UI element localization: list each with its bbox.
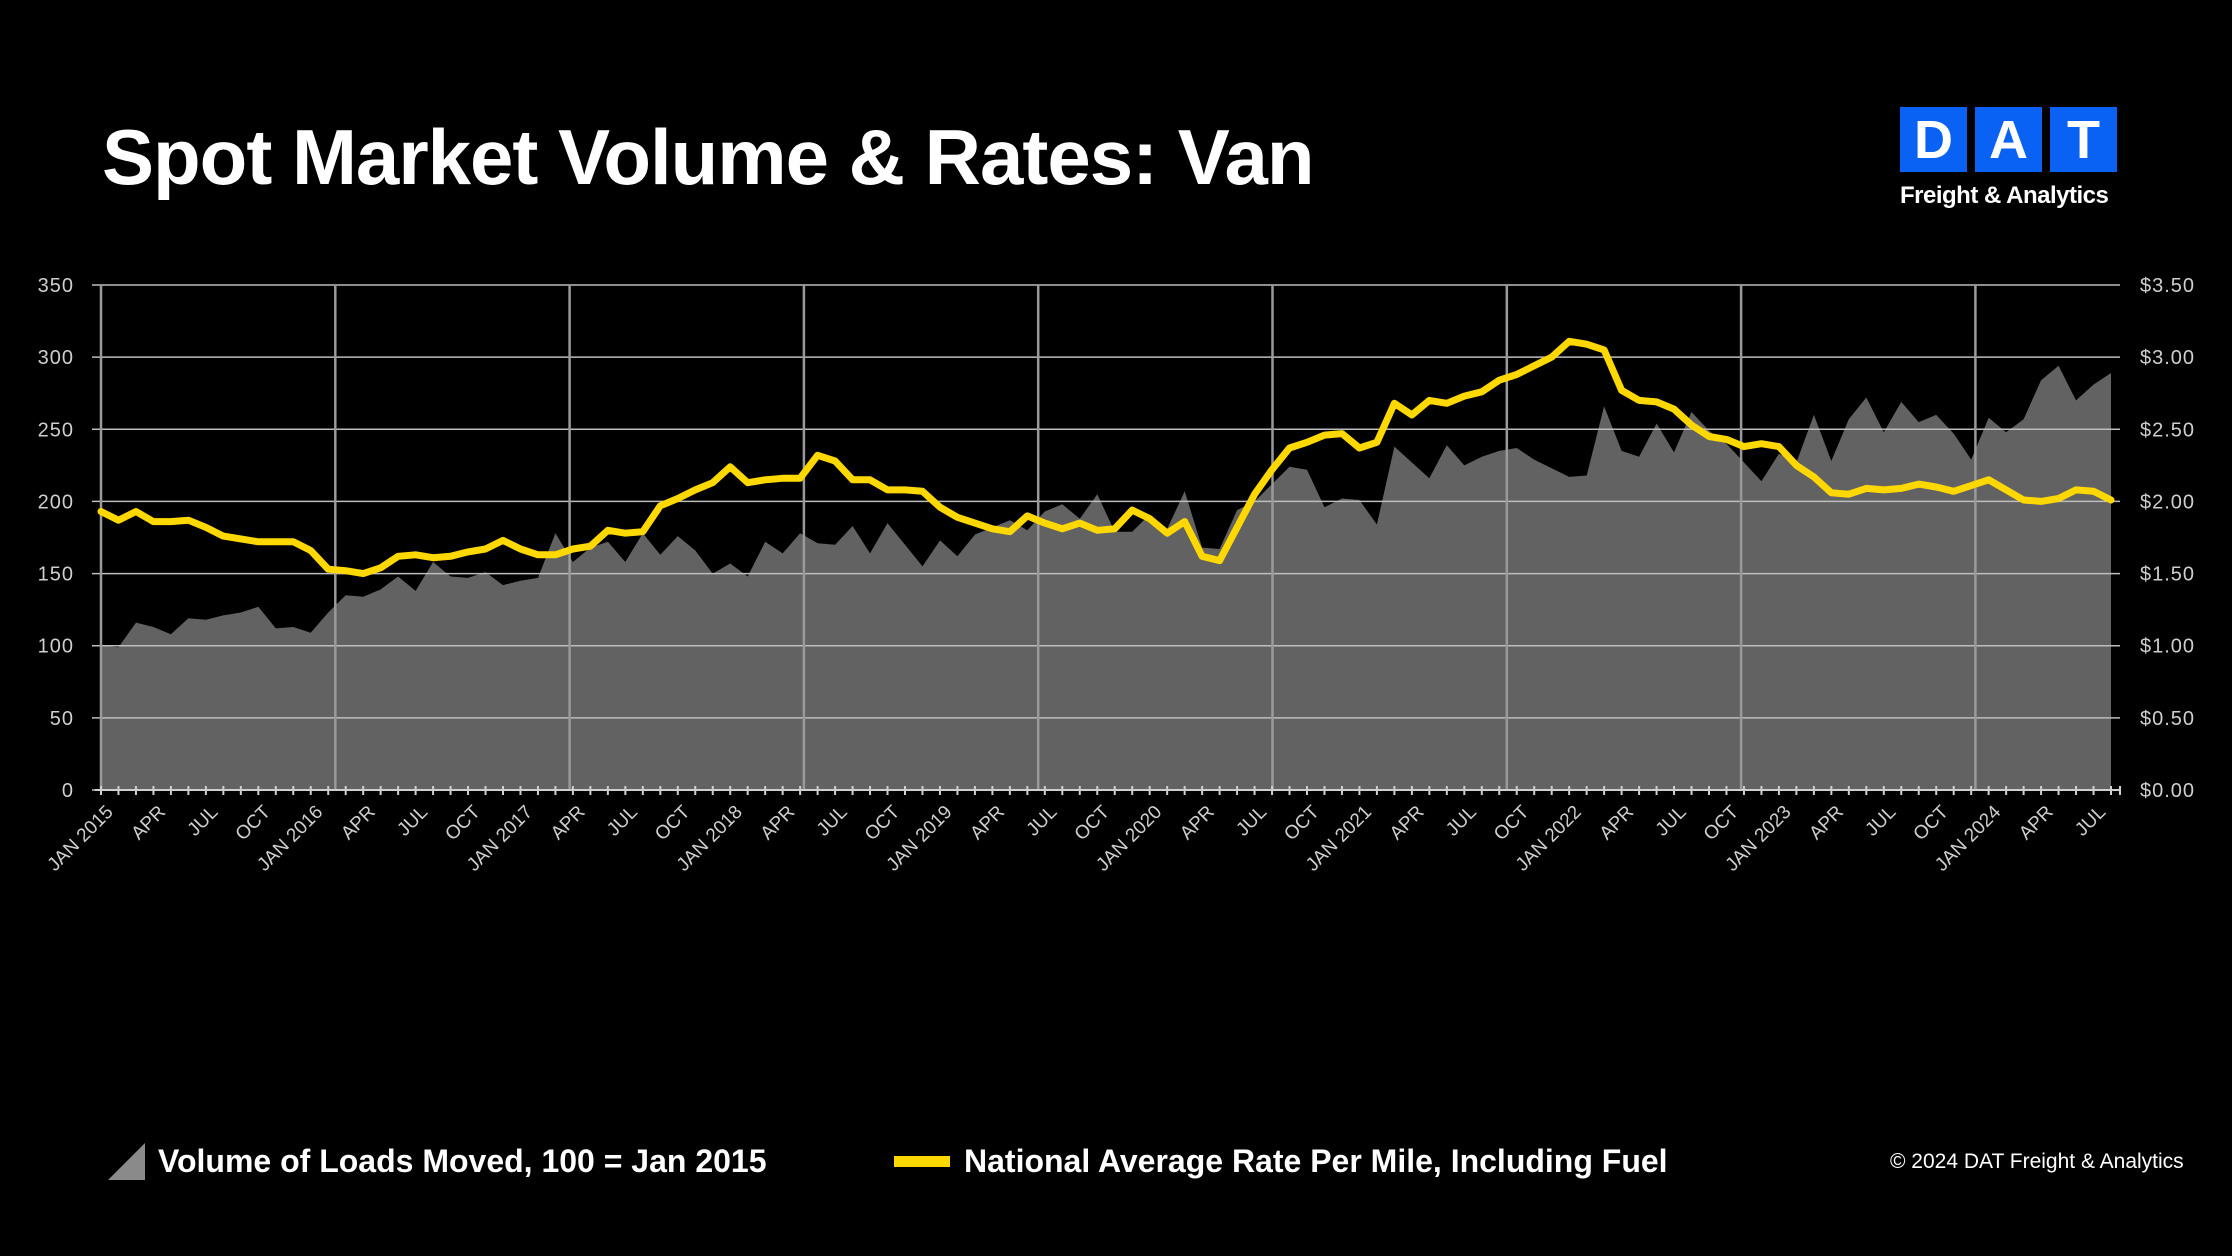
- logo-letters: D A T: [1900, 107, 2118, 172]
- legend-label-rate: National Average Rate Per Mile, Includin…: [964, 1143, 1668, 1179]
- x-tick-label: APR: [547, 802, 589, 844]
- x-tick-label: JUL: [1862, 802, 1901, 841]
- legend-label-volume: Volume of Loads Moved, 100 = Jan 2015: [158, 1143, 767, 1179]
- x-tick-label: JUL: [1652, 802, 1691, 841]
- x-tick-label: APR: [337, 802, 379, 844]
- y-left-tick-label: 50: [50, 708, 74, 730]
- x-tick-label: OCT: [1700, 801, 1743, 844]
- x-tick-label: OCT: [1280, 801, 1323, 844]
- x-tick-label: JAN 2015: [44, 802, 118, 876]
- y-right-tick-label: $1.00: [2140, 636, 2195, 658]
- y-left-tick-label: 300: [38, 347, 74, 369]
- y-right-tick-label: $2.00: [2140, 491, 2195, 513]
- y-left-tick-label: 200: [38, 491, 74, 513]
- x-tick-label: APR: [128, 802, 170, 844]
- logo-letter-d: D: [1900, 107, 1967, 172]
- y-left-tick-label: 350: [38, 275, 74, 297]
- x-tick-label: JUL: [2071, 802, 2110, 841]
- x-tick-label: APR: [1176, 802, 1218, 844]
- x-tick-label: APR: [757, 802, 799, 844]
- y-right-tick-label: $2.50: [2140, 419, 2195, 441]
- y-left-tick-label: 150: [38, 564, 74, 586]
- copyright: © 2024 DAT Freight & Analytics: [1890, 1150, 2184, 1173]
- y-left-tick-label: 0: [62, 780, 74, 802]
- logo-subtitle: Freight & Analytics: [1900, 182, 2109, 209]
- x-tick-label: JUL: [1232, 802, 1271, 841]
- legend-item-volume: Volume of Loads Moved, 100 = Jan 2015: [108, 1143, 767, 1180]
- x-tick-label: APR: [966, 802, 1008, 844]
- x-tick-label: APR: [1805, 802, 1847, 844]
- dat-logo: D A T Freight & Analytics: [1900, 107, 2118, 210]
- x-tick-label: APR: [1596, 802, 1638, 844]
- rate-line: [97, 337, 2115, 578]
- x-tick-label: APR: [1386, 802, 1428, 844]
- y-right-tick-label: $0.00: [2140, 780, 2195, 802]
- x-tick-label: OCT: [1910, 801, 1953, 844]
- line-swatch-icon: [894, 1156, 950, 1167]
- y-left-tick-label: 100: [38, 636, 74, 658]
- x-tick-label: JUL: [1023, 802, 1062, 841]
- page-title: Spot Market Volume & Rates: Van: [102, 113, 1315, 201]
- x-tick-label: OCT: [1490, 801, 1533, 844]
- y-right-tick-label: $1.50: [2140, 564, 2195, 586]
- x-tick-label: OCT: [651, 801, 694, 844]
- x-tick-label: JUL: [813, 802, 852, 841]
- y-left-tick-label: 250: [38, 419, 74, 441]
- x-tick-label: OCT: [1071, 801, 1114, 844]
- x-tick-label: JUL: [1442, 802, 1481, 841]
- x-tick-label: OCT: [441, 801, 484, 844]
- volume-area: [101, 365, 2111, 790]
- y-right-tick-label: $3.50: [2140, 275, 2195, 297]
- y-right-tick-label: $0.50: [2140, 708, 2195, 730]
- area-swatch-icon: [108, 1143, 145, 1180]
- x-tick-label: OCT: [861, 801, 904, 844]
- logo-letter-a: A: [1975, 107, 2042, 172]
- x-tick-label: JUL: [603, 802, 642, 841]
- x-tick-label: OCT: [232, 801, 275, 844]
- logo-letter-t: T: [2050, 107, 2117, 172]
- y-right-tick-label: $3.00: [2140, 347, 2195, 369]
- x-tick-label: JUL: [393, 802, 432, 841]
- x-tick-label: JUL: [184, 802, 223, 841]
- legend-item-rate: National Average Rate Per Mile, Includin…: [894, 1143, 1668, 1180]
- x-tick-label: APR: [2015, 802, 2057, 844]
